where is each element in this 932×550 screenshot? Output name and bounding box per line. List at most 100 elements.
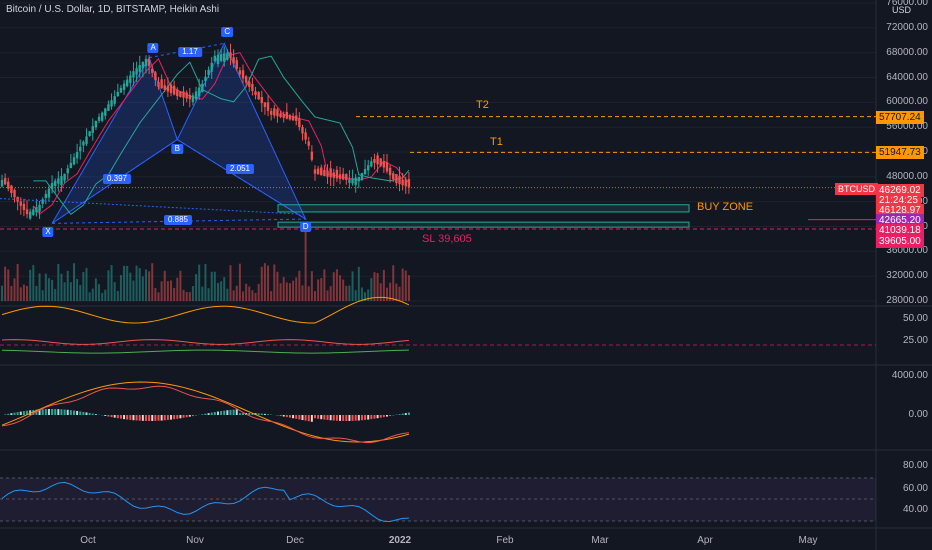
symbol-tag: BTCUSD [835, 183, 879, 195]
candle-body [60, 176, 63, 185]
macd-histogram-bar [157, 415, 160, 421]
volume-bar [101, 292, 104, 301]
macd-histogram-bar [226, 410, 229, 415]
macd-histogram-bar [323, 415, 326, 420]
candle-body [301, 127, 304, 134]
volume-bar [298, 270, 301, 301]
macd-histogram-bar [126, 415, 129, 420]
volume-bar [398, 286, 401, 301]
candle-body [179, 91, 182, 97]
macd-histogram-bar [44, 409, 47, 415]
macd-histogram-bar [13, 412, 16, 415]
candle-body [357, 176, 361, 182]
candle-body [244, 76, 248, 83]
time-tick-label: Dec [286, 535, 304, 546]
candle-body [100, 112, 104, 121]
volume-bar [263, 263, 266, 301]
macd-histogram-bar [288, 415, 291, 418]
macd-histogram-bar [360, 415, 363, 421]
macd-histogram-bar [182, 415, 185, 418]
volume-bar [282, 277, 285, 301]
volume-bar [132, 280, 135, 301]
candle-body [7, 181, 10, 189]
macd-histogram-bar [207, 413, 210, 415]
buy-zone-label: BUY ZONE [697, 201, 754, 213]
sl-label: SL 39,605 [422, 233, 472, 245]
candle-body [298, 118, 301, 128]
volume-bar [332, 272, 335, 301]
t1-label: T1 [490, 136, 503, 149]
volume-bar [273, 264, 276, 301]
candle-body [75, 152, 79, 159]
volume-bar [35, 285, 38, 301]
candle-body [279, 113, 282, 118]
candle-body [185, 92, 188, 99]
volume-bar [135, 265, 138, 301]
macd-histogram-bar [329, 415, 332, 421]
volume-bar [226, 288, 229, 301]
volume-bar [389, 282, 392, 301]
macd-histogram-bar [47, 409, 50, 415]
candle-body [388, 167, 392, 176]
volume-bar [26, 286, 29, 301]
macd-histogram-bar [123, 415, 126, 420]
time-tick-label: 2022 [388, 535, 412, 546]
volume-bar [88, 292, 91, 301]
candle-body [169, 84, 173, 94]
axis-tick-label: 76000.00 [886, 0, 928, 8]
candle-body [144, 58, 148, 67]
macd-histogram-bar [7, 413, 10, 415]
candle-body [370, 161, 373, 167]
time-tick-label: May [798, 535, 818, 546]
macd-histogram-bar [229, 409, 232, 415]
macd-histogram-bar [339, 415, 342, 421]
volume-bar [232, 290, 235, 301]
volume-bar [392, 265, 395, 301]
volume-bar [307, 286, 310, 301]
candle-body [341, 173, 345, 180]
candle-body [72, 157, 76, 165]
candle-body [235, 60, 238, 69]
macd-histogram-bar [113, 415, 116, 418]
volume-bar [367, 289, 370, 301]
volume-bar [10, 285, 13, 301]
candle-body [351, 178, 354, 184]
volume-bar [63, 282, 66, 301]
macd-histogram-bar [76, 410, 79, 415]
axis-tick-label: 40.00 [902, 504, 928, 515]
volume-bar [44, 273, 47, 301]
candle-body [94, 120, 98, 128]
buy-zone-box [277, 204, 690, 213]
volume-bar [345, 285, 348, 301]
volume-bar [251, 290, 254, 301]
volume-bar [370, 278, 373, 301]
macd-histogram-bar [348, 415, 351, 421]
macd-histogram-bar [79, 411, 82, 415]
volume-bar [154, 287, 157, 301]
candle-body [382, 160, 386, 168]
macd-histogram-bar [326, 415, 329, 420]
candle-body [57, 178, 60, 184]
candle-body [282, 113, 285, 118]
axis-tick-label: 25.00 [902, 335, 928, 346]
candle-body [304, 132, 307, 140]
candle-body [104, 108, 107, 116]
volume-bar [179, 270, 182, 301]
macd-histogram-bar [310, 415, 313, 422]
axis-tick-label: 50.00 [902, 313, 928, 324]
macd-histogram-bar [220, 411, 223, 415]
macd-histogram-bar [267, 414, 270, 415]
macd-histogram-bar [151, 415, 154, 421]
volume-bar [238, 263, 241, 301]
candle-body [166, 86, 170, 92]
macd-histogram-bar [295, 415, 298, 419]
macd-histogram-bar [364, 415, 367, 420]
currency-unit: USD [892, 5, 912, 15]
volume-bar [113, 282, 116, 301]
candle-body [122, 83, 126, 90]
candle-body [238, 70, 242, 75]
macd-histogram-bar [104, 415, 107, 416]
volume-bar [376, 273, 379, 301]
macd-signal-line [1, 385, 409, 443]
